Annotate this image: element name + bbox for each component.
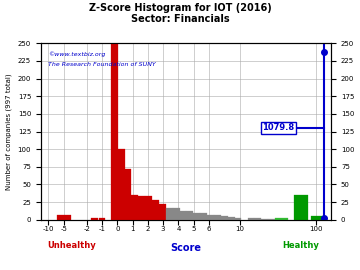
Text: The Research Foundation of SUNY: The Research Foundation of SUNY bbox=[49, 62, 156, 67]
Bar bbox=[261, 219, 268, 220]
Bar bbox=[255, 218, 261, 220]
Bar bbox=[99, 218, 105, 220]
Bar bbox=[91, 218, 98, 220]
Bar bbox=[214, 215, 221, 220]
Bar bbox=[138, 196, 145, 220]
Y-axis label: Number of companies (997 total): Number of companies (997 total) bbox=[5, 73, 12, 190]
Bar bbox=[180, 211, 186, 220]
Bar bbox=[268, 219, 275, 220]
Bar bbox=[200, 213, 207, 220]
Bar bbox=[248, 218, 255, 220]
Bar bbox=[186, 211, 193, 220]
Bar bbox=[235, 218, 242, 220]
Text: Healthy: Healthy bbox=[282, 241, 319, 250]
Bar bbox=[145, 196, 152, 220]
Text: Z-Score Histogram for IOT (2016)
Sector: Financials: Z-Score Histogram for IOT (2016) Sector:… bbox=[89, 3, 271, 24]
Bar bbox=[311, 216, 324, 220]
Bar bbox=[166, 208, 173, 220]
Bar bbox=[173, 208, 180, 220]
Bar bbox=[131, 195, 138, 220]
Bar bbox=[221, 216, 228, 220]
Text: ©www.textbiz.org: ©www.textbiz.org bbox=[49, 51, 106, 57]
Text: 1079.8: 1079.8 bbox=[262, 123, 294, 133]
Text: Unhealthy: Unhealthy bbox=[47, 241, 96, 250]
Bar bbox=[159, 204, 166, 220]
Bar bbox=[228, 217, 235, 220]
Bar bbox=[275, 218, 288, 220]
Bar bbox=[294, 195, 307, 220]
Bar bbox=[125, 169, 131, 220]
Bar bbox=[111, 43, 118, 220]
Bar bbox=[152, 200, 159, 220]
Bar bbox=[193, 213, 200, 220]
X-axis label: Score: Score bbox=[171, 243, 202, 253]
Bar bbox=[118, 149, 125, 220]
Bar bbox=[207, 215, 214, 220]
Bar bbox=[57, 215, 71, 220]
